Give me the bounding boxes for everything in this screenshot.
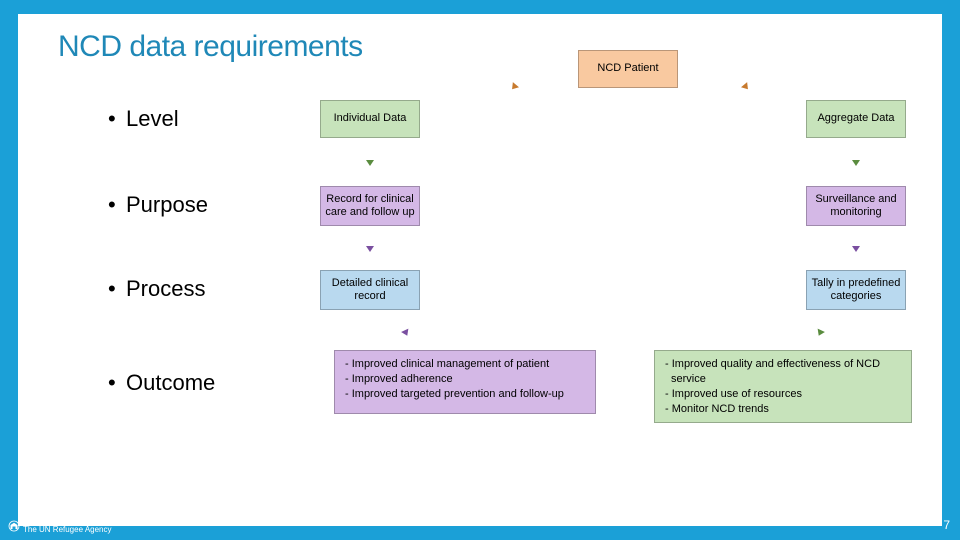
outcome-item: - Improved quality and effectiveness of … (665, 357, 901, 387)
node-individual: Individual Data (320, 100, 420, 138)
row-label-process: Process (126, 276, 205, 302)
row-label-level: Level (126, 106, 179, 132)
outcome-item: - Improved use of resources (665, 387, 901, 402)
flow-arrow-icon (815, 329, 825, 338)
unhcr-icon (8, 520, 20, 532)
footer-logo: UNHCR The UN Refugee Agency (8, 517, 112, 534)
outcome-left: - Improved clinical management of patien… (334, 350, 596, 414)
outcome-item: - Improved targeted prevention and follo… (345, 387, 585, 402)
node-record: Record for clinical care and follow up (320, 186, 420, 226)
flow-arrow-icon (509, 82, 519, 92)
flow-arrow-icon (852, 160, 860, 166)
slide-title: NCD data requirements (58, 30, 363, 64)
node-label: Individual Data (334, 112, 407, 125)
flow-arrow-icon (366, 246, 374, 252)
row-label-outcome: Outcome (126, 370, 215, 396)
outcome-right: - Improved quality and effectiveness of … (654, 350, 912, 423)
node-aggregate: Aggregate Data (806, 100, 906, 138)
node-label: Surveillance and monitoring (811, 193, 901, 219)
node-label: Detailed clinical record (325, 277, 415, 303)
node-detailed: Detailed clinical record (320, 270, 420, 310)
node-surveill: Surveillance and monitoring (806, 186, 906, 226)
outcome-item: - Improved clinical management of patien… (345, 357, 585, 372)
node-label: NCD Patient (597, 62, 658, 75)
row-label-purpose: Purpose (126, 192, 208, 218)
node-label: Tally in predefined categories (811, 277, 901, 303)
footer-tagline: The UN Refugee Agency (23, 526, 112, 534)
page-number: 7 (943, 518, 950, 532)
flow-arrow-icon (852, 246, 860, 252)
outcome-item: - Improved adherence (345, 372, 585, 387)
node-label: Record for clinical care and follow up (325, 193, 415, 219)
slide-content: NCD data requirements Level Purpose Proc… (18, 14, 942, 526)
node-ncd-patient: NCD Patient (578, 50, 678, 88)
flow-arrow-icon (401, 329, 411, 338)
node-label: Aggregate Data (817, 112, 894, 125)
node-tally: Tally in predefined categories (806, 270, 906, 310)
flow-arrow-icon (366, 160, 374, 166)
outcome-item: - Monitor NCD trends (665, 402, 901, 417)
slide-frame: NCD data requirements Level Purpose Proc… (0, 0, 960, 540)
flow-arrow-icon (741, 82, 751, 92)
